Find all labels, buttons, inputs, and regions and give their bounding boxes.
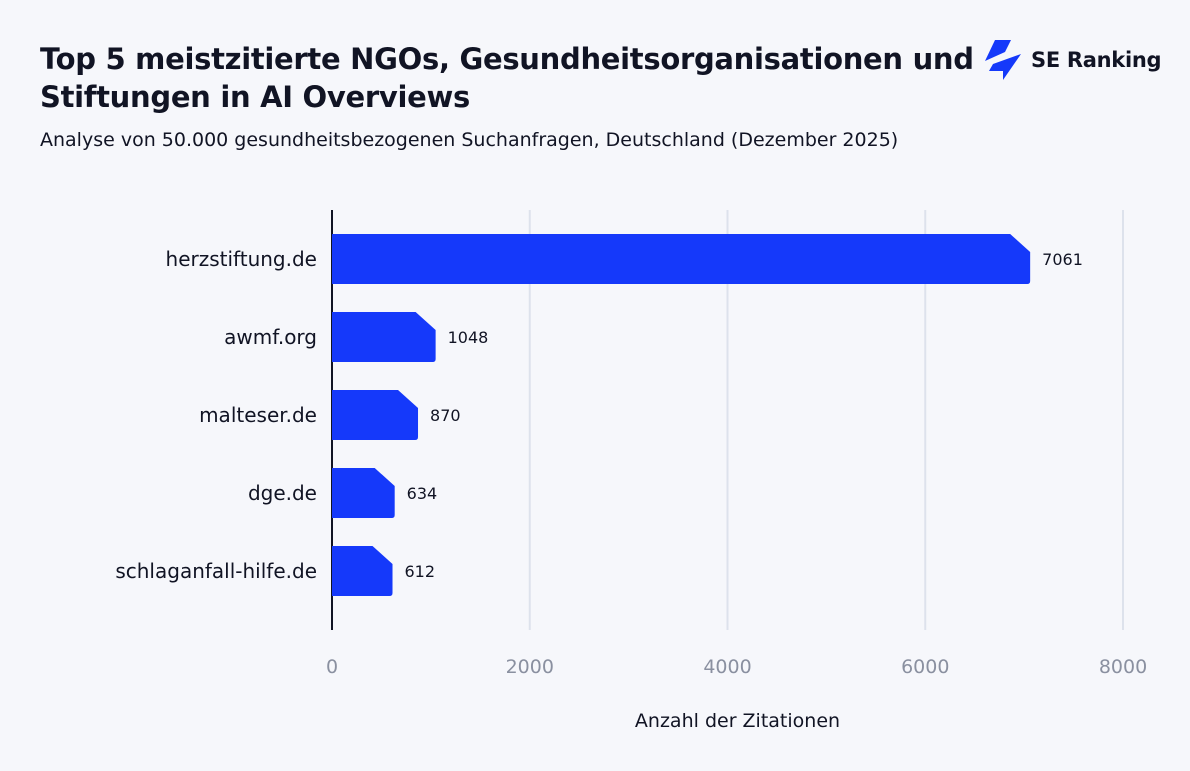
chart-subtitle: Analyse von 50.000 gesundheitsbezogenen …: [40, 129, 899, 151]
category-label: awmf.org: [224, 325, 317, 349]
bar: [332, 390, 419, 440]
x-axis-label: Anzahl der Zitationen: [635, 710, 840, 732]
x-tick-label: 8000: [1099, 656, 1147, 678]
category-label: dge.de: [248, 481, 317, 505]
bar: [332, 546, 393, 596]
category-label: schlaganfall-hilfe.de: [115, 559, 317, 583]
bar: [332, 234, 1031, 284]
x-tick-label: 4000: [703, 656, 751, 678]
data-label: 7061: [1042, 250, 1083, 269]
data-label: 1048: [448, 328, 489, 347]
category-label: malteser.de: [199, 403, 317, 427]
data-label: 612: [405, 562, 436, 581]
logo-text: SE Ranking: [1031, 48, 1162, 72]
chart-title: Top 5 meistzitierte NGOs, Gesundheitsorg…: [40, 42, 974, 114]
x-tick-label: 6000: [901, 656, 949, 678]
data-label: 870: [430, 406, 461, 425]
bar: [332, 312, 436, 362]
bar: [332, 468, 395, 518]
x-tick-label: 2000: [506, 656, 554, 678]
x-tick-label: 0: [326, 656, 338, 678]
logo: SE Ranking: [985, 40, 1162, 80]
se-ranking-bolt-icon: [985, 40, 1021, 80]
category-label: herzstiftung.de: [166, 247, 317, 271]
data-label: 634: [407, 484, 438, 503]
